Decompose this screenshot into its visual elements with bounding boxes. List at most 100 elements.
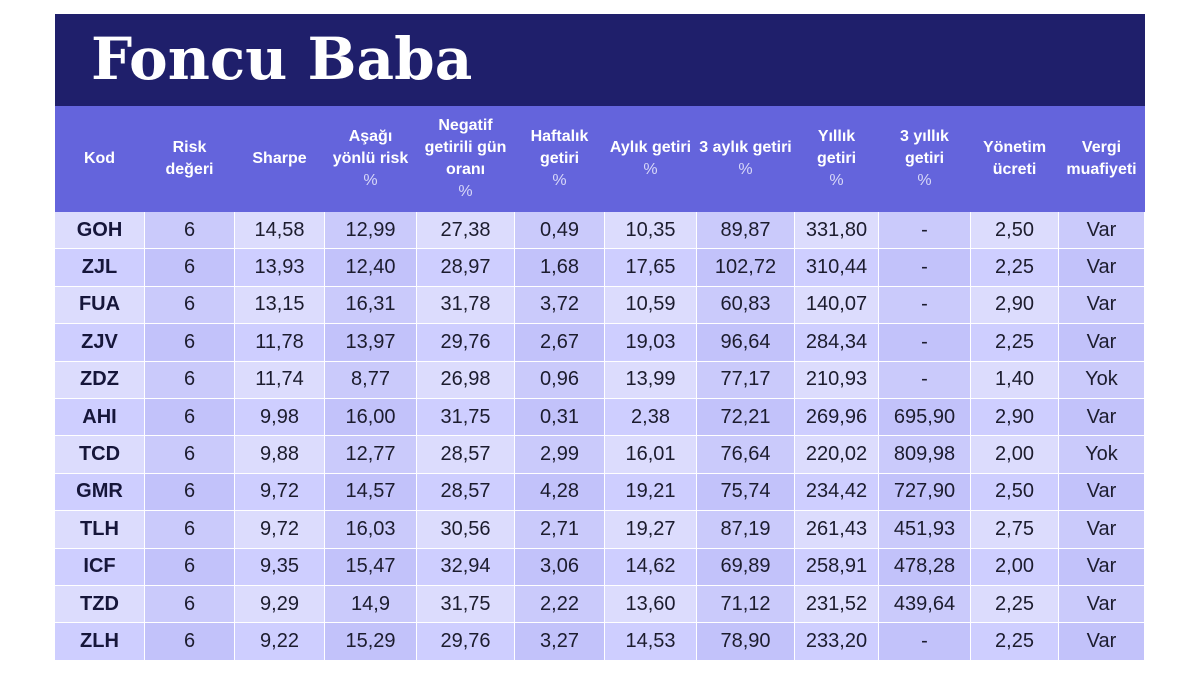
table-cell: 210,93 <box>795 361 879 399</box>
table-cell: 6 <box>145 585 235 624</box>
column-header-label: Yönetim ücreti <box>982 139 1047 178</box>
table-cell: 6 <box>145 511 235 549</box>
table-cell: 6 <box>145 398 235 437</box>
table-cell: 16,03 <box>325 511 417 549</box>
table-row: GMR 6 9,72 14,57 28,57 4,28 19,21 75,74 234,42 72… <box>55 473 1145 512</box>
table-row: GOH 6 14,58 12,99 27,38 0,49 10,35 89,87 331,80-… <box>55 212 1145 250</box>
table-row: TCD 6 9,88 12,77 28,57 2,99 16,01 76,64 220,02 80… <box>55 436 1145 474</box>
table-cell: 87,19 <box>697 511 795 549</box>
table-row: ICF 6 9,35 15,47 32,94 3,06 14,62 69,89 258,91 47… <box>55 548 1145 586</box>
table-row: ZJV 6 11,78 13,97 29,76 2,67 19,03 96,64 284,34-… <box>55 324 1145 362</box>
table-cell: 14,9 <box>325 585 417 624</box>
table-cell: Var <box>1059 324 1145 362</box>
table-row: ZLH 6 9,22 15,29 29,76 3,27 14,53 78,90 233,20-2… <box>55 623 1145 661</box>
table-cell: 3,06 <box>515 548 605 586</box>
table-cell: 451,93 <box>879 511 971 549</box>
table-cell: 14,53 <box>605 623 697 661</box>
column-header-unit: % <box>458 183 473 200</box>
table-cell: 96,64 <box>697 324 795 362</box>
table-cell: 6 <box>145 623 235 661</box>
table-cell: 231,52 <box>795 585 879 624</box>
table-cell: 6 <box>145 473 235 512</box>
column-header-unit: % <box>552 172 567 189</box>
fund-code-cell: ZJL <box>55 249 145 287</box>
table-cell: 234,42 <box>795 473 879 512</box>
column-header-label: Kod <box>83 150 116 167</box>
table-cell: 1,40 <box>971 361 1059 399</box>
column-header: Yıllık getiri% <box>795 106 879 212</box>
table-cell: 30,56 <box>417 511 515 549</box>
fund-code-cell: TZD <box>55 585 145 624</box>
table-cell: 695,90 <box>879 398 971 437</box>
table-cell: 6 <box>145 324 235 362</box>
table-cell: 15,29 <box>325 623 417 661</box>
table-cell: Yok <box>1059 361 1145 399</box>
table-cell: 9,35 <box>235 548 325 586</box>
column-header: Haftalık getiri% <box>515 106 605 212</box>
table-cell: 269,96 <box>795 398 879 437</box>
fund-code-cell: GMR <box>55 473 145 512</box>
table-cell: 2,25 <box>971 324 1059 362</box>
table-cell: 72,21 <box>697 398 795 437</box>
table-cell: 78,90 <box>697 623 795 661</box>
table-cell: 13,60 <box>605 585 697 624</box>
table-cell: 89,87 <box>697 212 795 250</box>
table-cell: 16,01 <box>605 436 697 474</box>
table-cell: 2,00 <box>971 436 1059 474</box>
column-header-label: Aylık getiri <box>609 139 692 156</box>
column-header-unit: % <box>917 172 932 189</box>
table-cell: 220,02 <box>795 436 879 474</box>
fund-code-cell: ZJV <box>55 324 145 362</box>
column-header-unit: % <box>643 161 658 178</box>
table-cell: 77,17 <box>697 361 795 399</box>
table-cell: 14,57 <box>325 473 417 512</box>
table-cell: 16,00 <box>325 398 417 437</box>
table-row: TLH 6 9,72 16,03 30,56 2,71 19,27 87,19 261,43 45… <box>55 511 1145 549</box>
column-header-unit: % <box>363 172 378 189</box>
table-row: ZDZ 6 11,74 8,77 26,98 0,96 13,99 77,17 210,93-1… <box>55 361 1145 399</box>
column-header-label: Yıllık getiri <box>816 128 857 167</box>
column-header-label: Negatif getirili gün oranı <box>424 117 507 178</box>
table-cell: 9,72 <box>235 511 325 549</box>
table-cell: 13,99 <box>605 361 697 399</box>
table-cell: 16,31 <box>325 286 417 325</box>
table-cell: 4,28 <box>515 473 605 512</box>
column-header: Negatif getirili gün oranı% <box>417 106 515 212</box>
table-cell: 11,74 <box>235 361 325 399</box>
table-cell: 2,67 <box>515 324 605 362</box>
table-cell: 14,62 <box>605 548 697 586</box>
table-header: Kod Risk değeri Sharpe Aşağı yönlü risk% Neg… <box>55 106 1145 212</box>
column-header-label: Risk değeri <box>165 139 214 178</box>
table-row: FUA 6 13,15 16,31 31,78 3,72 10,59 60,83 140,07-… <box>55 286 1145 325</box>
table-cell: - <box>879 324 971 362</box>
table-cell: 6 <box>145 212 235 250</box>
column-header: 3 yıllık getiri% <box>879 106 971 212</box>
table-cell: - <box>879 286 971 325</box>
table-cell: 261,43 <box>795 511 879 549</box>
table-cell: 19,03 <box>605 324 697 362</box>
table-cell: 13,93 <box>235 249 325 287</box>
table-cell: 12,77 <box>325 436 417 474</box>
table-cell: 6 <box>145 361 235 399</box>
table-cell: 478,28 <box>879 548 971 586</box>
table-cell: 28,57 <box>417 473 515 512</box>
table-cell: 2,25 <box>971 249 1059 287</box>
header-row: Kod Risk değeri Sharpe Aşağı yönlü risk% Neg… <box>55 106 1145 212</box>
table-cell: 0,49 <box>515 212 605 250</box>
table-cell: 14,58 <box>235 212 325 250</box>
table-cell: Yok <box>1059 436 1145 474</box>
table-cell: 2,75 <box>971 511 1059 549</box>
table-cell: 10,59 <box>605 286 697 325</box>
column-header-label: Sharpe <box>252 150 307 167</box>
table-cell: 0,96 <box>515 361 605 399</box>
column-header: Vergi muafiyeti <box>1059 106 1145 212</box>
table-cell: 3,27 <box>515 623 605 661</box>
column-header-label: 3 aylık getiri <box>699 139 792 156</box>
table-cell: 331,80 <box>795 212 879 250</box>
table-cell: Var <box>1059 473 1145 512</box>
table-cell: Var <box>1059 511 1145 549</box>
table-cell: 60,83 <box>697 286 795 325</box>
column-header-label: Vergi muafiyeti <box>1066 139 1137 178</box>
table-cell: 310,44 <box>795 249 879 287</box>
table-cell: 71,12 <box>697 585 795 624</box>
